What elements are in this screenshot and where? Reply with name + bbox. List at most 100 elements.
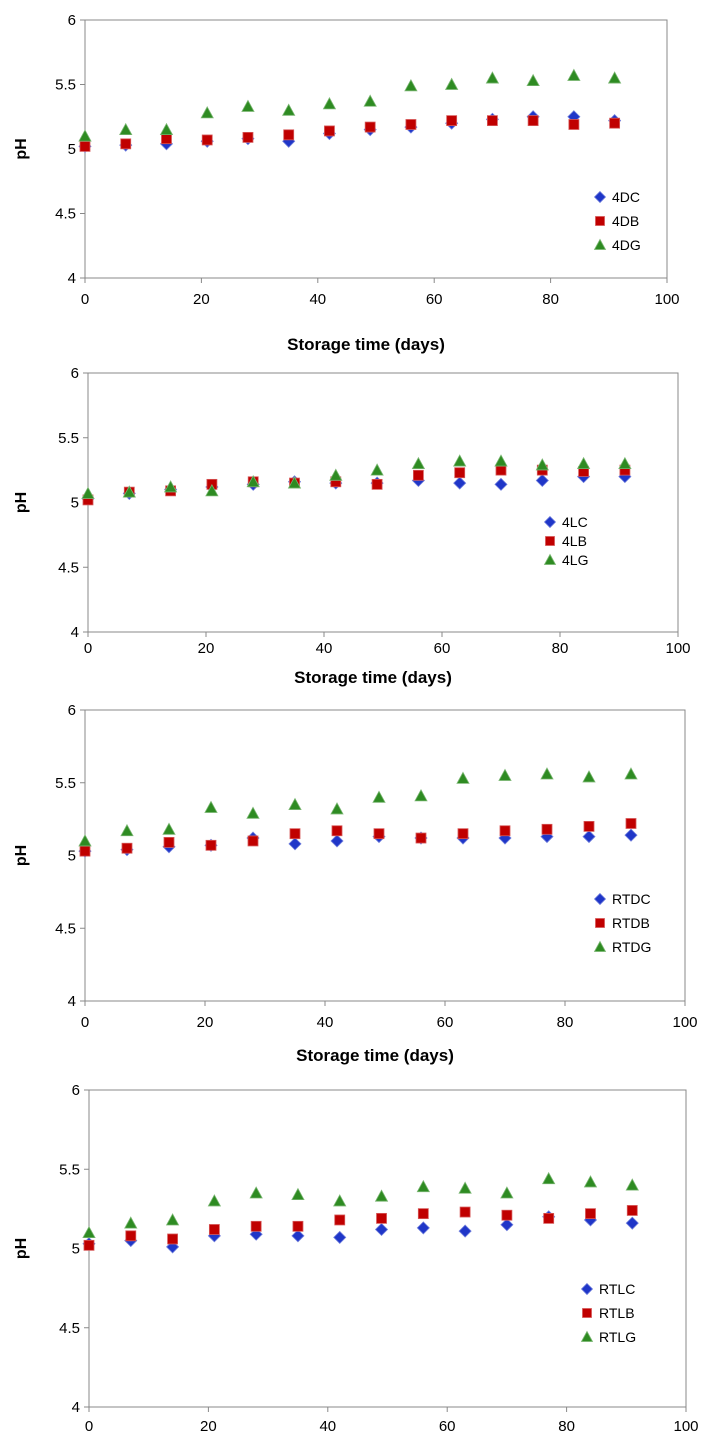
y-tick-label: 4.5 xyxy=(55,206,76,223)
x-tick-label: 100 xyxy=(672,1014,697,1031)
data-point xyxy=(324,125,335,137)
y-tick-label: 6 xyxy=(68,12,76,29)
x-tick-label: 60 xyxy=(426,291,443,308)
data-point xyxy=(374,1189,389,1202)
x-tick-label: 100 xyxy=(665,640,690,657)
data-point xyxy=(583,1175,598,1188)
legend-label: RTDB xyxy=(612,915,650,931)
legend-marker xyxy=(580,1282,594,1296)
y-tick-label: 5.5 xyxy=(59,1161,80,1178)
data-point xyxy=(535,458,549,471)
data-point xyxy=(585,1208,596,1220)
legend-marker xyxy=(580,1330,594,1342)
data-point xyxy=(370,463,384,476)
data-point xyxy=(500,1218,514,1232)
legend-item: 4DC xyxy=(593,189,640,205)
x-tick-label: 0 xyxy=(81,291,89,308)
x-tick-label: 100 xyxy=(654,291,679,308)
y-tick-label: 4 xyxy=(71,624,79,641)
legend-marker xyxy=(543,515,557,529)
data-point xyxy=(167,1233,178,1245)
series-4db xyxy=(79,115,621,152)
x-tick-label: 40 xyxy=(316,640,333,657)
data-point xyxy=(283,129,295,141)
data-point xyxy=(459,1206,471,1218)
data-point xyxy=(246,474,260,488)
legend-marker xyxy=(593,940,607,952)
data-point xyxy=(162,822,176,835)
legend-item: RTDG xyxy=(593,939,651,955)
data-point xyxy=(458,1181,472,1194)
chart-panel-rtd: 4 4.5 5 5.5 6 0 20 40 60 80 100 Storage time (days)… xyxy=(0,696,716,1068)
data-point xyxy=(242,131,254,143)
legend-label: RTDG xyxy=(612,939,651,955)
x-tick-label: 0 xyxy=(81,1014,89,1031)
data-point xyxy=(288,837,302,851)
data-point xyxy=(486,115,498,127)
y-axis-label: pH xyxy=(13,492,30,513)
data-point xyxy=(163,837,175,848)
x-tick-label: 80 xyxy=(558,1418,575,1435)
chart-panel-4d: 4 4.5 5 5.5 6 0 20 40 60 80 100 Storage time (days)… xyxy=(0,0,716,360)
data-point xyxy=(498,768,512,781)
data-point xyxy=(81,486,95,499)
series-4lg xyxy=(81,454,632,499)
data-point xyxy=(161,133,172,145)
y-tick-label: 6 xyxy=(68,702,76,719)
legend-label: 4DB xyxy=(612,213,639,229)
data-point xyxy=(618,456,632,470)
data-point xyxy=(322,97,337,110)
data-point xyxy=(456,771,470,784)
y-tick-label: 4.5 xyxy=(59,1320,80,1337)
y-tick-label: 4 xyxy=(68,270,76,287)
y-tick-label: 4.5 xyxy=(58,559,79,576)
plot-area xyxy=(84,709,686,1002)
x-tick-label: 40 xyxy=(319,1418,336,1435)
data-point xyxy=(527,115,539,127)
legend-item: 4LG xyxy=(543,552,588,568)
legend-label: 4DG xyxy=(612,237,641,253)
data-point xyxy=(330,834,344,848)
legend-item: RTLC xyxy=(580,1281,635,1297)
series-rtlc xyxy=(82,1210,639,1254)
data-point xyxy=(446,115,458,127)
x-tick-label: 20 xyxy=(200,1418,217,1435)
legend-label: RTDC xyxy=(612,891,651,907)
legend-label: 4LC xyxy=(562,514,588,530)
data-point xyxy=(333,1230,347,1244)
data-point xyxy=(333,1194,347,1207)
x-tick-label: 40 xyxy=(317,1014,334,1031)
data-point xyxy=(205,484,219,497)
data-point xyxy=(411,456,426,470)
data-point xyxy=(78,834,92,847)
data-point xyxy=(250,1220,262,1232)
data-point xyxy=(79,845,91,857)
plot-area xyxy=(84,19,668,279)
series-rtlg xyxy=(82,1171,639,1239)
y-tick-label: 6 xyxy=(71,365,79,382)
data-point xyxy=(205,839,217,851)
data-point xyxy=(208,1224,220,1235)
data-point xyxy=(291,1229,305,1243)
legend-marker xyxy=(595,918,605,928)
data-point xyxy=(120,823,134,837)
y-axis-label: pH xyxy=(13,138,30,159)
data-point xyxy=(500,1186,514,1199)
data-point xyxy=(163,480,178,493)
data-point xyxy=(82,1225,96,1239)
legend-item: RTDC xyxy=(593,891,651,907)
y-tick-label: 5 xyxy=(68,141,76,158)
y-tick-label: 6 xyxy=(72,1082,80,1099)
data-point xyxy=(289,828,301,840)
y-tick-label: 5 xyxy=(71,495,79,512)
x-tick-label: 80 xyxy=(542,291,559,308)
legend-item: 4DG xyxy=(593,237,641,253)
data-point xyxy=(576,456,591,470)
data-point xyxy=(540,767,554,780)
data-point xyxy=(607,71,622,84)
data-point xyxy=(568,119,580,130)
data-point xyxy=(159,122,174,136)
data-point xyxy=(287,476,302,489)
